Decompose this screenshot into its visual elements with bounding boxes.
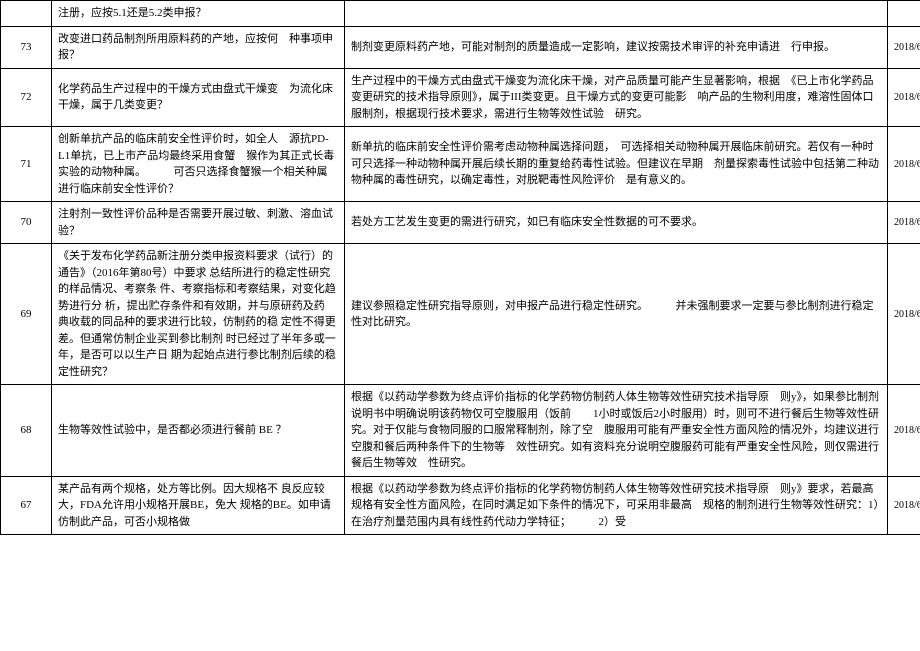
question-cell: 创新单抗产品的临床前安全性评价时，如全人 源抗PD-L1单抗，已上市产品均最终采… bbox=[52, 127, 345, 202]
table-row: 67某产品有两个规格，处方等比例。因大规格不 良反应较大，FDA允许用小规格开展… bbox=[1, 476, 920, 535]
row-number: 68 bbox=[1, 385, 52, 477]
date-cell bbox=[888, 1, 920, 27]
date-cell: 2018/6/14 bbox=[888, 127, 920, 202]
answer-cell bbox=[345, 1, 888, 27]
answer-cell: 建议参照稳定性研究指导原则，对申报产品进行稳定性研究。 并未强制要求一定要与参比… bbox=[345, 244, 888, 385]
date-cell: 2018/6/14 bbox=[888, 26, 920, 68]
table-row: 注册，应按5.1还是5.2类申报？ bbox=[1, 1, 920, 27]
question-cell: 某产品有两个规格，处方等比例。因大规格不 良反应较大，FDA允许用小规格开展BE… bbox=[52, 476, 345, 535]
question-cell: 注射剂一致性评价品种是否需要开展过敏、刺激、溶血试验？ bbox=[52, 202, 345, 244]
date-cell: 2018/6/14 bbox=[888, 202, 920, 244]
answer-cell: 生产过程中的干燥方式由盘式干燥变为流化床干燥，对产品质量可能产生显著影响，根据 … bbox=[345, 68, 888, 127]
table-row: 68生物等效性试验中，是否都必须进行餐前 BE ？根据《以药动学参数为终点评价指… bbox=[1, 385, 920, 477]
question-cell: 改变进口药品制剂所用原料药的产地，应按何 种事项申报？ bbox=[52, 26, 345, 68]
date-cell: 2018/6/14 bbox=[888, 385, 920, 477]
answer-cell: 根据《以药动学参数为终点评价指标的化学药物仿制药人体生物等效性研究技术指导原 则… bbox=[345, 476, 888, 535]
answer-cell: 新单抗的临床前安全性评价需考虑动物种属选择问题， 可选择相关动物种属开展临床前研… bbox=[345, 127, 888, 202]
date-cell: 2018/6/14 bbox=[888, 68, 920, 127]
row-number: 73 bbox=[1, 26, 52, 68]
answer-cell: 制剂变更原料药产地，可能对制剂的质量造成一定影响，建议按需技术审评的补充申请进 … bbox=[345, 26, 888, 68]
row-number: 71 bbox=[1, 127, 52, 202]
row-number: 70 bbox=[1, 202, 52, 244]
table-row: 73改变进口药品制剂所用原料药的产地，应按何 种事项申报？制剂变更原料药产地，可… bbox=[1, 26, 920, 68]
qa-table: 注册，应按5.1还是5.2类申报？73改变进口药品制剂所用原料药的产地，应按何 … bbox=[0, 0, 920, 535]
question-cell: 注册，应按5.1还是5.2类申报？ bbox=[52, 1, 345, 27]
row-number: 67 bbox=[1, 476, 52, 535]
document-page: 注册，应按5.1还是5.2类申报？73改变进口药品制剂所用原料药的产地，应按何 … bbox=[0, 0, 920, 535]
answer-cell: 若处方工艺发生变更的需进行研究，如已有临床安全性数据的可不要求。 bbox=[345, 202, 888, 244]
date-cell: 2018/6/14 bbox=[888, 476, 920, 535]
answer-cell: 根据《以药动学参数为终点评价指标的化学药物仿制药人体生物等效性研究技术指导原 则… bbox=[345, 385, 888, 477]
date-cell: 2018/6/14 bbox=[888, 244, 920, 385]
table-row: 72化学药品生产过程中的干燥方式由盘式干燥变 为流化床干燥，属于几类变更？生产过… bbox=[1, 68, 920, 127]
row-number: 69 bbox=[1, 244, 52, 385]
question-cell: 《关于发布化学药品新注册分类申报资料要求（试行）的通告》（2016年第80号）中… bbox=[52, 244, 345, 385]
table-row: 69《关于发布化学药品新注册分类申报资料要求（试行）的通告》（2016年第80号… bbox=[1, 244, 920, 385]
question-cell: 生物等效性试验中，是否都必须进行餐前 BE ？ bbox=[52, 385, 345, 477]
table-row: 70注射剂一致性评价品种是否需要开展过敏、刺激、溶血试验？若处方工艺发生变更的需… bbox=[1, 202, 920, 244]
row-number bbox=[1, 1, 52, 27]
question-cell: 化学药品生产过程中的干燥方式由盘式干燥变 为流化床干燥，属于几类变更？ bbox=[52, 68, 345, 127]
table-row: 71创新单抗产品的临床前安全性评价时，如全人 源抗PD-L1单抗，已上市产品均最… bbox=[1, 127, 920, 202]
row-number: 72 bbox=[1, 68, 52, 127]
